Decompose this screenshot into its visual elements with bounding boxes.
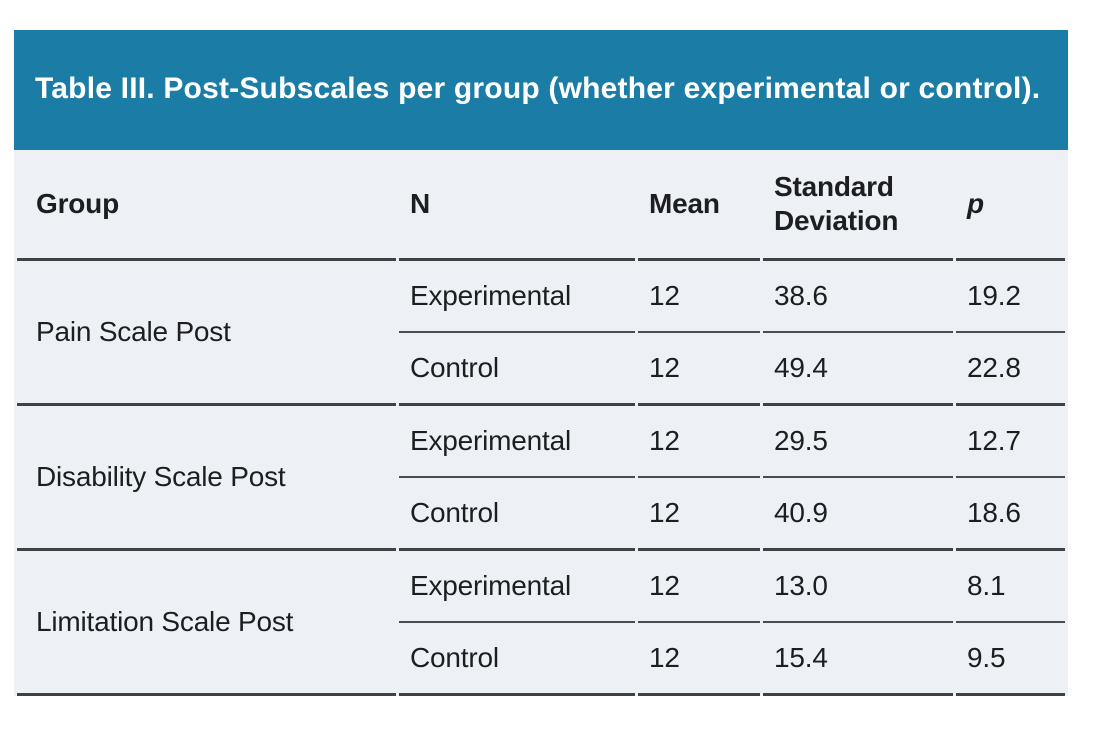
table-row: Limitation Scale Post Experimental 12 13… — [17, 551, 1065, 696]
group-name-cell: Pain Scale Post — [17, 261, 396, 406]
value-cell: 15.4 — [763, 623, 953, 696]
value-cell: 8.1 — [956, 551, 1065, 623]
condition-cell: Control — [399, 333, 635, 406]
column-header-standard-deviation: Standard Deviation — [763, 150, 953, 261]
value-cell: 19.2 — [956, 261, 1065, 333]
value-cell: 40.9 — [763, 478, 953, 551]
value-cell: 12.7 — [956, 406, 1065, 478]
table-title: Table III. Post-Subscales per group (whe… — [35, 72, 1041, 105]
column-header-p: p — [956, 150, 1065, 261]
table-row: Control 12 40.9 18.6 — [17, 478, 1065, 551]
header-row: Group N Mean Standard Deviation p — [17, 150, 1065, 261]
value-cell: 12 — [638, 478, 760, 551]
group-name-cell: Disability Scale Post — [17, 406, 396, 551]
group-name-cell: Limitation Scale Post — [17, 551, 396, 696]
value-cell: 12 — [638, 261, 760, 333]
column-header-mean: Mean — [638, 150, 760, 261]
value-cell: 12 — [638, 623, 760, 696]
column-header-group: Group — [17, 150, 396, 261]
table-row: Disability Scale Post Experimental 12 29… — [17, 406, 1065, 551]
table-card: Table III. Post-Subscales per group (whe… — [14, 30, 1068, 696]
value-cell: 12 — [638, 551, 760, 623]
condition-cell: Control — [399, 478, 635, 551]
data-table: Group N Mean Standard Deviation p Pain S… — [14, 150, 1068, 696]
table-row: Control 12 15.4 9.5 — [17, 623, 1065, 696]
value-cell: 12 — [638, 333, 760, 406]
value-cell: 38.6 — [763, 261, 953, 333]
value-cell: 9.5 — [956, 623, 1065, 696]
value-cell: 18.6 — [956, 478, 1065, 551]
value-cell: 12 — [638, 406, 760, 478]
value-cell: 13.0 — [763, 551, 953, 623]
column-header-n: N — [399, 150, 635, 261]
table-row: Control 12 49.4 22.8 — [17, 333, 1065, 406]
condition-cell: Experimental — [399, 261, 635, 333]
value-cell: 22.8 — [956, 333, 1065, 406]
value-cell: 49.4 — [763, 333, 953, 406]
table-row: Pain Scale Post Experimental 12 38.6 19.… — [17, 261, 1065, 406]
table-title-band: Table III. Post-Subscales per group (whe… — [14, 30, 1068, 150]
condition-cell: Experimental — [399, 406, 635, 478]
condition-cell: Control — [399, 623, 635, 696]
condition-cell: Experimental — [399, 551, 635, 623]
value-cell: 29.5 — [763, 406, 953, 478]
